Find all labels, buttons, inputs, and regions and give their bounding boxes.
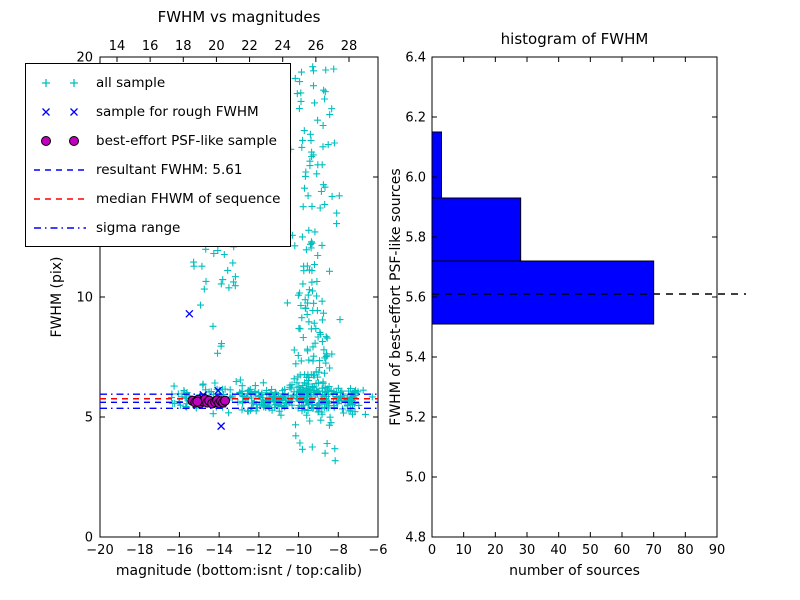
legend-entry: resultant FWHM: 5.61 <box>31 155 280 184</box>
right-yaxis-label: FWHM of best-effort PSF-like sources <box>388 168 404 426</box>
histogram-bar <box>431 197 522 262</box>
tick-label: −12 <box>245 543 272 558</box>
tick-label: 70 <box>645 543 662 558</box>
line-dashed-legend-marker <box>34 197 86 200</box>
legend-entry: all sample <box>31 68 280 97</box>
right-axes: 0 10 20 30 40 50 60 70 80 90 4.8 5.0 5.2 5.4 5.6 5.8 6.0… <box>405 51 746 558</box>
tick-label: 24 <box>274 39 291 54</box>
legend-entry-label: sample for rough FWHM <box>96 103 259 120</box>
tick-label: 30 <box>519 543 536 558</box>
tick-label: 6.2 <box>405 111 426 126</box>
legend: all sample sample for rough FWHM best-effo… <box>25 63 292 247</box>
left-plot-title: FWHM vs magnitudes <box>157 8 321 26</box>
tick-label: 5.4 <box>405 351 426 366</box>
right-xaxis-label: number of sources <box>509 563 640 579</box>
line-dashdot-legend-marker <box>34 226 86 229</box>
tick-label: 5.6 <box>405 291 426 306</box>
tick-label: −16 <box>166 543 193 558</box>
right-plot-title: histogram of FWHM <box>500 30 649 48</box>
tick-label: 6.4 <box>405 51 426 66</box>
series-rough-fwhm <box>185 309 226 431</box>
legend-entry: best-effort PSF-like sample <box>31 126 280 155</box>
tick-label: 60 <box>614 543 631 558</box>
legend-entry-label: resultant FWHM: 5.61 <box>96 161 243 178</box>
left-xaxis-label: magnitude (bottom:isnt / top:calib) <box>115 563 363 579</box>
tick-label: 5.0 <box>405 471 426 486</box>
histogram-bar <box>431 260 655 325</box>
tick-label: −8 <box>329 543 348 558</box>
tick-label: 40 <box>550 543 567 558</box>
tick-label: 20 <box>76 51 93 66</box>
tick-label: 10 <box>455 543 472 558</box>
tick-label: 90 <box>709 543 726 558</box>
tick-label: 16 <box>142 39 159 54</box>
tick-label: 28 <box>341 39 358 54</box>
tick-label: −18 <box>126 543 153 558</box>
tick-label: 6.0 <box>405 171 426 186</box>
tick-label: 50 <box>582 543 599 558</box>
tick-label: 0 <box>85 531 93 546</box>
tick-label: 5.8 <box>405 231 426 246</box>
tick-label: −14 <box>205 543 232 558</box>
tick-label: 20 <box>487 543 504 558</box>
legend-entry: median FHWM of sequence <box>31 184 280 213</box>
tick-label: 18 <box>175 39 192 54</box>
histogram-bar <box>431 131 442 199</box>
histogram-bars <box>431 131 655 325</box>
tick-label: 4.8 <box>405 531 426 546</box>
plus-legend-marker <box>42 78 78 87</box>
tick-label: 80 <box>677 543 694 558</box>
tick-label: 26 <box>308 39 325 54</box>
legend-entry-label: best-effort PSF-like sample <box>96 132 277 149</box>
legend-entry: sigma range <box>31 213 280 242</box>
legend-entry-label: all sample <box>96 74 166 91</box>
legend-entry-label: median FHWM of sequence <box>96 190 281 207</box>
tick-label: 22 <box>241 39 258 54</box>
left-axes: −20 −18 −16 −14 −12 −10 −8 −6 14 16 18 20 22 24 26 28 0 5… <box>76 39 387 558</box>
line-dashed-legend-marker <box>34 168 86 171</box>
tick-label: 5 <box>85 411 93 426</box>
tick-label: 0 <box>428 543 436 558</box>
circle-legend-marker <box>41 135 79 146</box>
series-psf-like <box>187 394 231 409</box>
left-yaxis-label: FWHM (pix) <box>49 256 65 338</box>
legend-entry: sample for rough FWHM <box>31 97 280 126</box>
x-legend-marker <box>42 107 78 116</box>
tick-label: 14 <box>109 39 126 54</box>
tick-label: −10 <box>285 543 312 558</box>
legend-entry-label: sigma range <box>96 219 181 236</box>
tick-label: −6 <box>368 543 387 558</box>
tick-label: 20 <box>208 39 225 54</box>
tick-label: 10 <box>76 291 93 306</box>
tick-label: −20 <box>86 543 113 558</box>
tick-label: 5.2 <box>405 411 426 426</box>
